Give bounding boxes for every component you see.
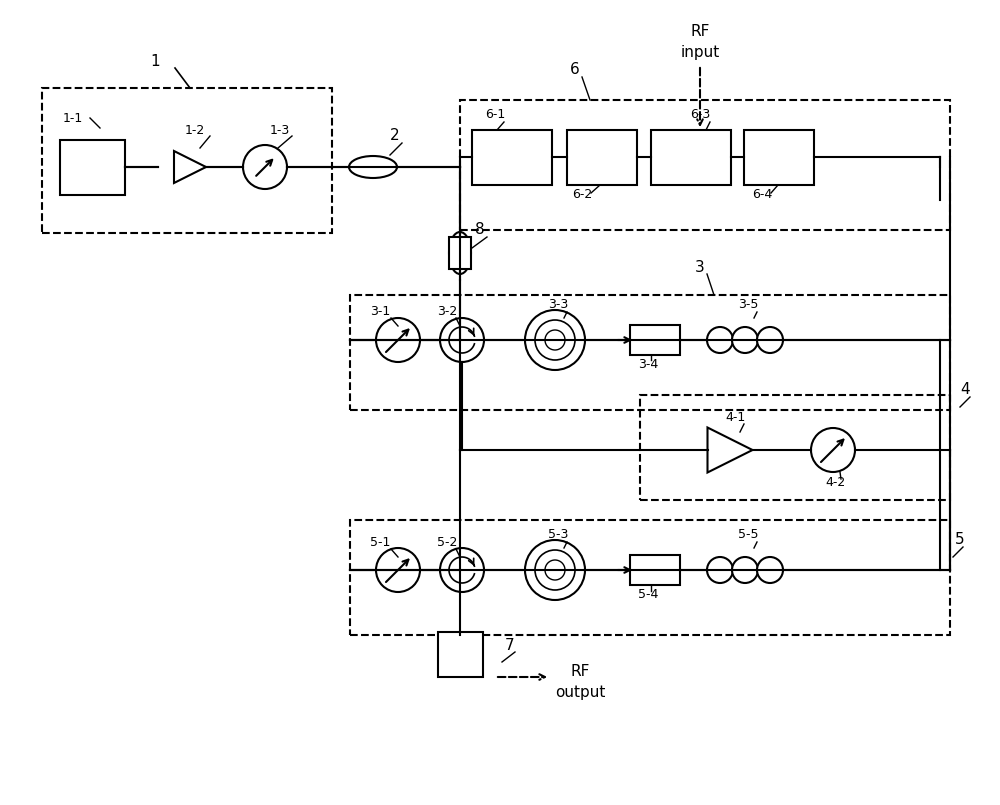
Text: 1: 1 [150, 55, 160, 69]
Text: 4-1: 4-1 [725, 411, 745, 424]
Text: input: input [680, 44, 720, 60]
Ellipse shape [449, 232, 471, 274]
Circle shape [376, 318, 420, 362]
Circle shape [545, 560, 565, 580]
Bar [442, 642, 478, 650]
Bar [460, 100, 950, 230]
Text: 1-2: 1-2 [185, 123, 205, 137]
Text: 4: 4 [960, 382, 970, 398]
Circle shape [545, 330, 565, 350]
Bar [42, 88, 332, 233]
Text: 3-3: 3-3 [548, 299, 568, 312]
Circle shape [440, 548, 484, 592]
Bar [60, 140, 125, 195]
Circle shape [757, 557, 783, 583]
Circle shape [707, 327, 733, 353]
Bar [449, 237, 471, 269]
Bar [651, 130, 731, 185]
Text: 6: 6 [570, 63, 580, 77]
Text: 6-4: 6-4 [752, 188, 772, 201]
Text: 5: 5 [955, 532, 965, 547]
Text: 6-1: 6-1 [485, 109, 505, 122]
Circle shape [525, 540, 585, 600]
Text: 5-2: 5-2 [437, 536, 457, 550]
Text: 5-5: 5-5 [738, 529, 758, 542]
Text: 3-5: 3-5 [738, 299, 758, 312]
Ellipse shape [349, 156, 397, 178]
Polygon shape [708, 427, 753, 473]
Circle shape [376, 548, 420, 592]
Polygon shape [174, 151, 206, 183]
Bar [438, 633, 482, 678]
Circle shape [535, 320, 575, 360]
Circle shape [525, 310, 585, 370]
Circle shape [243, 145, 287, 189]
Text: 5-4: 5-4 [638, 588, 658, 601]
Bar [350, 520, 950, 635]
Text: 5-3: 5-3 [548, 529, 568, 542]
Bar [630, 555, 680, 585]
Text: 3: 3 [695, 261, 705, 275]
Circle shape [757, 327, 783, 353]
Text: 3-1: 3-1 [370, 306, 390, 319]
Text: 1-1: 1-1 [63, 112, 83, 125]
Text: 1-3: 1-3 [270, 123, 290, 137]
Text: 6-2: 6-2 [572, 188, 592, 201]
Text: 3-4: 3-4 [638, 358, 658, 371]
Text: 2: 2 [390, 129, 400, 143]
Circle shape [707, 557, 733, 583]
Bar [744, 130, 814, 185]
Text: 5-1: 5-1 [370, 536, 390, 550]
Bar [472, 130, 552, 185]
Text: 7: 7 [505, 638, 515, 653]
Circle shape [811, 428, 855, 472]
Text: output: output [555, 684, 605, 700]
Bar [567, 130, 637, 185]
Circle shape [732, 327, 758, 353]
Bar [640, 395, 950, 500]
Circle shape [440, 318, 484, 362]
Polygon shape [442, 642, 478, 678]
Bar [630, 325, 680, 355]
Text: 4-2: 4-2 [825, 476, 845, 489]
Text: 6-3: 6-3 [690, 109, 710, 122]
Text: 3-2: 3-2 [437, 306, 457, 319]
Bar [350, 295, 950, 410]
Text: 8: 8 [475, 222, 485, 237]
Circle shape [732, 557, 758, 583]
Circle shape [535, 550, 575, 590]
Text: RF: RF [690, 24, 710, 39]
Text: RF: RF [570, 664, 590, 679]
